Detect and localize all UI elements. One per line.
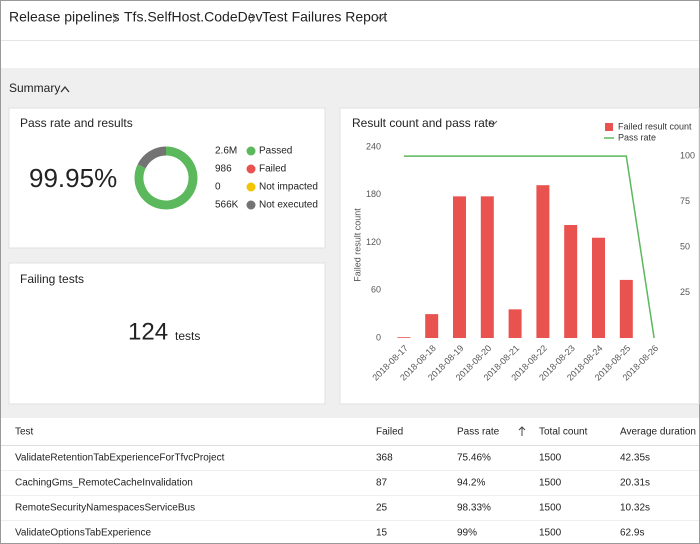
legend-label: Failed [259,164,286,175]
summary-toggle[interactable]: Summary [9,81,60,95]
y-tick-label: 0 [376,332,381,342]
chart-title: Result count and pass rate [352,116,495,130]
table-cell: 15 [376,528,388,539]
legend-label: Not executed [259,200,318,211]
table-cell: 99% [457,528,477,539]
y-tick-label: 240 [366,141,381,151]
failing-count: 124 [128,318,168,345]
bar [425,314,439,338]
bar [508,309,522,338]
breadcrumb-item[interactable]: Release pipelines [9,9,120,25]
failing-unit: tests [175,329,200,343]
table-cell: 10.32s [620,503,650,514]
bar [453,196,466,338]
bar [536,185,550,338]
legend-swatch [246,164,256,174]
legend-count: 2.6M [215,146,237,157]
legend-label: Pass rate [618,132,656,142]
legend-swatch [246,182,256,192]
card [8,107,326,249]
column-header[interactable]: Average duration [620,427,696,438]
table-cell: 1500 [539,528,562,539]
column-header[interactable]: Pass rate [457,427,500,438]
legend-swatch [246,200,256,210]
card-title: Pass rate and results [20,116,133,130]
y-axis-label: Failed result count [352,208,362,282]
table-cell: 25 [376,503,388,514]
sort-indicator[interactable] [518,426,526,436]
column-header[interactable]: Failed [376,427,403,438]
legend-count: 0 [215,182,221,193]
table-cell: 1500 [539,478,562,489]
legend-count: 566K [215,200,239,211]
y-tick-label: 120 [366,237,381,247]
y2-tick-label: 25 [680,287,690,297]
table-cell: 87 [376,478,388,489]
table-cell: 20.31s [620,478,650,489]
bar [619,279,633,338]
table-cell: ValidateOptionsTabExperience [15,528,151,539]
donut-segment [134,146,198,210]
column-header[interactable]: Total count [539,427,588,438]
card [339,107,700,405]
table-cell: 75.46% [457,453,491,464]
bar [397,337,411,338]
collapse-chevron[interactable] [60,85,70,93]
legend-label: Failed result count [618,121,692,131]
breadcrumb-separator [249,12,255,24]
table-cell: 1500 [539,503,562,514]
y-tick-label: 60 [371,285,381,295]
y2-tick-label: 100 [680,150,695,160]
y2-tick-label: 75 [680,196,690,206]
y2-tick-label: 50 [680,241,690,251]
table-cell: RemoteSecurityNamespacesServiceBus [15,503,195,514]
legend-count: 986 [215,164,232,175]
table-area [1,418,699,543]
dropdown-chevron[interactable] [488,120,498,126]
table-cell: 42.35s [620,453,650,464]
table-cell: CachingGms_RemoteCacheInvalidation [15,478,193,489]
breadcrumb-item[interactable]: Tfs.SelfHost.CodeDev [124,9,263,25]
bar [480,196,494,338]
table-cell: 368 [376,453,393,464]
table-cell: 98.33% [457,503,491,514]
breadcrumb-separator [112,12,118,24]
bar [564,224,578,338]
bar [592,237,605,338]
y-tick-label: 180 [366,189,381,199]
legend-label: Not impacted [259,182,318,193]
card-title: Failing tests [20,272,84,286]
pass-rate-value: 99.95% [29,163,117,193]
line-series [403,155,655,339]
table-cell: 94.2% [457,478,485,489]
legend-label: Passed [259,146,292,157]
table-cell: 62.9s [620,528,644,539]
table-cell: 1500 [539,453,562,464]
legend-swatch [605,123,613,131]
column-header[interactable]: Test [15,427,34,438]
dropdown-chevron[interactable] [376,15,386,21]
breadcrumb-item[interactable]: Test Failures Report [262,9,387,25]
card [8,262,326,405]
donut-segment [137,146,167,169]
legend-swatch [246,146,256,156]
table-cell: ValidateRetentionTabExperienceForTfvcPro… [15,453,225,464]
